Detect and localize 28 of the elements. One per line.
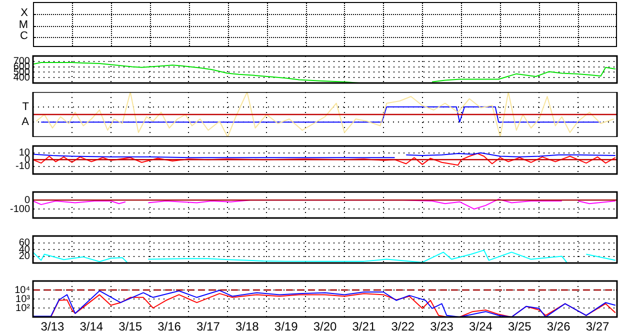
x-tick-label: 3/16 bbox=[158, 320, 182, 334]
y-tick-label: -10 bbox=[16, 161, 30, 172]
x-tick-label: 3/13 bbox=[40, 320, 64, 334]
x-tick-label: 3/24 bbox=[469, 320, 493, 334]
x-tick-label: 3/21 bbox=[352, 320, 376, 334]
x-tick-label: 3/25 bbox=[508, 320, 532, 334]
y-tick-label: 20 bbox=[18, 251, 30, 262]
x-tick-label: 3/27 bbox=[586, 320, 610, 334]
x-tick-label: 3/22 bbox=[391, 320, 415, 334]
y-tick-label: 400 bbox=[13, 72, 30, 84]
x-tick-label: 3/14 bbox=[80, 320, 104, 334]
text: A bbox=[22, 116, 30, 128]
text: M bbox=[18, 18, 28, 30]
y-tick-label: 10³ bbox=[16, 294, 31, 305]
x-tick-label: 3/23 bbox=[430, 320, 454, 334]
y-tick-label: -100 bbox=[10, 204, 30, 215]
x-tick-label: 3/15 bbox=[118, 320, 142, 334]
x-tick-label: 3/18 bbox=[235, 320, 260, 334]
text: T bbox=[22, 101, 30, 114]
y-tick-label: 10² bbox=[16, 302, 31, 314]
y-tick-label: 10⁴ bbox=[14, 284, 30, 296]
text: X bbox=[20, 7, 28, 20]
x-tick-label: 3/19 bbox=[274, 320, 298, 334]
x-tick-label: 3/26 bbox=[546, 320, 571, 334]
x-tick-label: 3/20 bbox=[313, 320, 337, 334]
text: C bbox=[19, 30, 28, 42]
y-tick-label: 0 bbox=[24, 194, 30, 206]
x-tick-label: 3/17 bbox=[196, 320, 220, 334]
